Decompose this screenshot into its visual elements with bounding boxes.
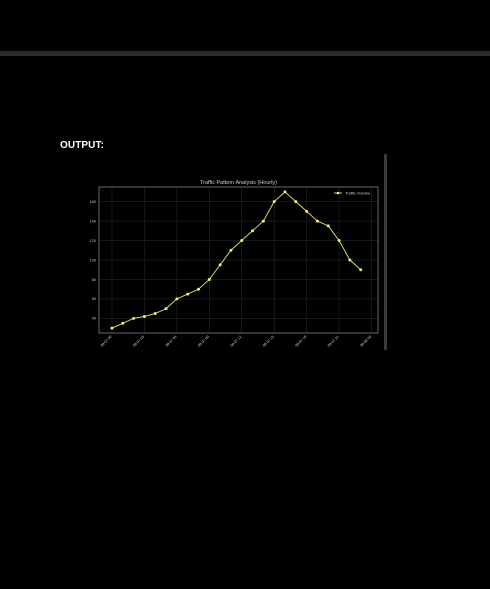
plot-frame — [98, 186, 379, 334]
y-tick-label: 40 — [92, 317, 96, 321]
x-tick-label: 09-07 15 — [262, 335, 275, 348]
output-label: OUTPUT: — [60, 140, 105, 151]
legend-label: Traffic Volume — [345, 190, 371, 195]
data-point — [251, 229, 255, 233]
x-tick-label: 09-07 00 — [100, 335, 113, 348]
x-tick-label: 09-07 09 — [197, 335, 210, 348]
x-tick-label: 09-08 00 — [359, 335, 372, 348]
data-point — [196, 287, 200, 291]
data-point — [175, 297, 179, 301]
y-tick-label: 60 — [92, 297, 96, 301]
data-point — [272, 200, 276, 204]
y-tick-label: 160 — [90, 200, 96, 204]
x-tick-label: 09-07 21 — [327, 335, 340, 348]
y-tick-label: 100 — [90, 258, 96, 262]
series-markers — [110, 190, 363, 330]
data-point — [283, 190, 287, 194]
data-point — [305, 209, 309, 213]
series-line-traffic-volume — [111, 191, 362, 329]
x-tick-label: 09-07 18 — [294, 335, 307, 348]
x-tick-label: 09-07 12 — [230, 335, 243, 348]
y-tick-label: 80 — [92, 278, 96, 282]
data-point — [326, 224, 330, 228]
data-point — [142, 314, 146, 318]
y-tick-label: 140 — [90, 219, 96, 223]
data-point — [348, 258, 352, 262]
y-tick-label: 120 — [90, 239, 96, 243]
data-point — [337, 239, 341, 243]
legend: Traffic Volume — [334, 190, 371, 195]
data-point — [359, 268, 363, 272]
x-tick-label: 09-07 03 — [132, 335, 145, 348]
data-point — [186, 292, 190, 296]
data-point — [294, 200, 298, 204]
data-point — [164, 307, 168, 311]
grid-layer — [99, 187, 378, 333]
data-point — [229, 248, 233, 252]
x-ticks: 09-07 00 09-07 03 09-07 06 09-07 09 09-07 12… — [100, 335, 372, 348]
data-point — [315, 219, 319, 223]
vertical-scrollbar[interactable] — [384, 154, 387, 350]
data-point — [207, 277, 211, 281]
data-point — [153, 312, 157, 316]
data-point — [110, 326, 114, 330]
data-point — [121, 321, 125, 325]
data-point — [218, 263, 222, 267]
y-ticks: 40 60 80 100 120 140 160 — [90, 200, 96, 321]
chart-title: Traffic Pattern Analysis (Hourly) — [200, 180, 277, 186]
legend-marker-swatch — [336, 191, 340, 195]
top-divider — [0, 51, 490, 56]
x-tick-label: 09-07 06 — [165, 335, 178, 348]
chart-container: 40 60 80 100 120 140 160 09-07 00 09-07 03 09-07… — [84, 175, 384, 350]
data-point — [132, 316, 136, 320]
data-point — [261, 219, 265, 223]
data-point — [240, 239, 244, 243]
